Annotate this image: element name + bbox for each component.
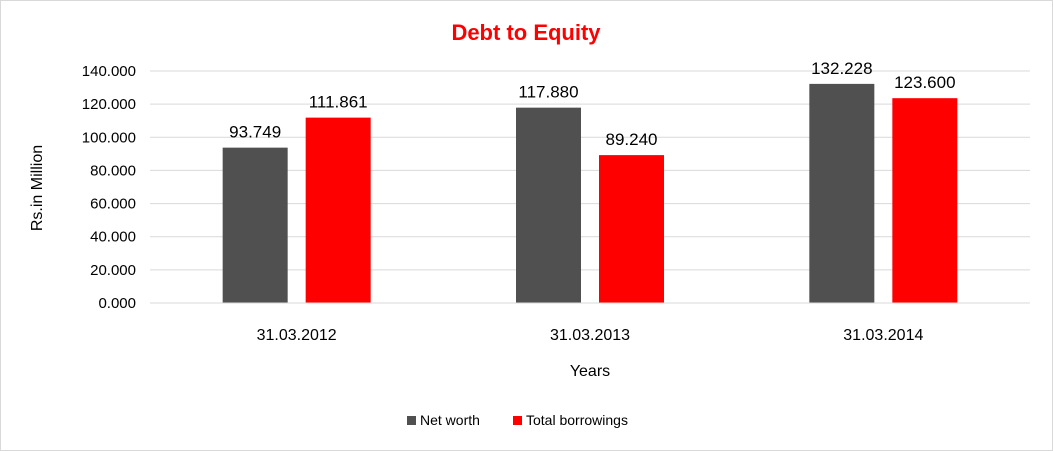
y-tick-label: 100.000 bbox=[82, 129, 136, 146]
data-labels: 93.749 111.861 117.880 89.240 132.228 123.600 bbox=[229, 59, 955, 149]
y-tick-label: 20.000 bbox=[90, 262, 136, 279]
y-tick-label: 120.000 bbox=[82, 96, 136, 113]
y-tick-label: 80.000 bbox=[90, 162, 136, 179]
legend-label: Net worth bbox=[420, 412, 480, 428]
data-label: 132.228 bbox=[811, 59, 872, 78]
data-label: 123.600 bbox=[894, 73, 955, 92]
y-tick-labels: 0.000 20.000 40.000 60.000 80.000 100.000 120.… bbox=[82, 63, 136, 312]
y-axis-label: Rs.in Million bbox=[29, 145, 46, 231]
x-axis-label: Years bbox=[570, 363, 610, 380]
legend-swatch bbox=[513, 416, 522, 425]
bar-net-worth bbox=[809, 83, 875, 304]
data-label: 93.749 bbox=[229, 123, 281, 142]
x-tick-label: 31.03.2013 bbox=[550, 327, 630, 344]
bar-total-borrowings bbox=[599, 155, 664, 303]
bar-net-worth bbox=[222, 147, 288, 303]
chart-title: Debt to Equity bbox=[451, 20, 601, 45]
data-label: 111.861 bbox=[309, 93, 368, 112]
x-tick-label: 31.03.2012 bbox=[257, 327, 337, 344]
data-label: 89.240 bbox=[606, 130, 658, 149]
legend-swatch bbox=[407, 416, 416, 425]
y-tick-label: 60.000 bbox=[90, 196, 136, 213]
bar-total-borrowings bbox=[305, 117, 371, 303]
legend-label: Total borrowings bbox=[526, 412, 628, 428]
y-tick-label: 0.000 bbox=[98, 295, 136, 312]
x-tick-labels: 31.03.2012 31.03.2013 31.03.2014 bbox=[257, 327, 924, 344]
legend: Net worth Total borrowings bbox=[407, 412, 628, 428]
bar-net-worth bbox=[516, 107, 581, 303]
y-tick-label: 40.000 bbox=[90, 229, 136, 246]
y-tick-label: 140.000 bbox=[82, 63, 136, 80]
x-tick-label: 31.03.2014 bbox=[843, 327, 923, 344]
data-label: 117.880 bbox=[518, 83, 578, 102]
bar-total-borrowings bbox=[892, 98, 958, 303]
bars bbox=[150, 83, 1030, 304]
